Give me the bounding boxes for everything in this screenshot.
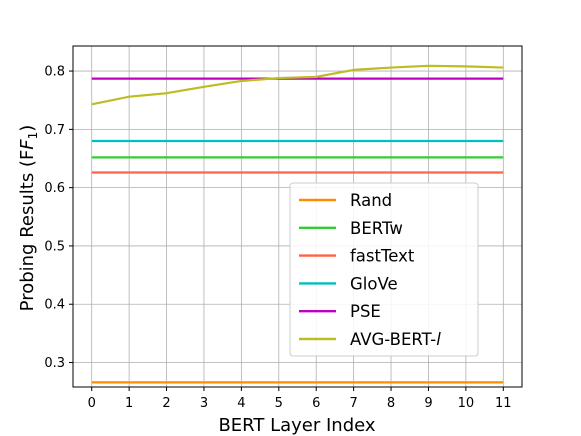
- y-axis-ticks: 0.3 0.4 0.5 0.6 0.7 0.8: [44, 65, 73, 371]
- x-tick-label: 6: [312, 396, 320, 411]
- x-axis-label: BERT Layer Index: [218, 415, 375, 436]
- y-axis-label: Probing Results (FF1): [17, 125, 40, 312]
- x-tick-label: 0: [88, 396, 96, 411]
- legend-label-fasttext: fastText: [350, 247, 415, 266]
- x-axis-ticks: 0 1 2 3 4 5 6 7 8 9 10 11: [88, 387, 512, 411]
- legend-label-rand: Rand: [350, 191, 392, 210]
- x-tick-label: 5: [275, 396, 283, 411]
- x-tick-label: 2: [162, 396, 170, 411]
- x-tick-label: 7: [349, 396, 357, 411]
- plot-frame: [72, 45, 523, 388]
- y-tick-label: 0.3: [44, 356, 65, 371]
- legend: Rand BERTw fastText GloVe PSE AVG-BERT-l: [289, 182, 479, 357]
- series-line-avg-bert: [91, 64, 504, 106]
- y-tick-label: 0.6: [44, 181, 65, 196]
- y-axis-label-subscript: 1: [26, 132, 40, 140]
- legend-label-bertw: BERTw: [350, 219, 403, 238]
- x-tick-label: 11: [495, 396, 512, 411]
- x-tick-label: 10: [458, 396, 475, 411]
- x-tick-label: 4: [237, 396, 245, 411]
- y-tick-label: 0.5: [44, 239, 65, 254]
- y-tick-label: 0.7: [44, 123, 65, 138]
- series-lines: [91, 64, 504, 384]
- legend-label-pse: PSE: [350, 302, 381, 321]
- x-tick-label: 3: [200, 396, 208, 411]
- y-tick-label: 0.4: [44, 298, 65, 313]
- y-axis-label-f: F: [17, 139, 38, 150]
- x-tick-label: 9: [424, 396, 432, 411]
- y-tick-label: 0.8: [44, 65, 65, 80]
- legend-label-glove: GloVe: [350, 274, 398, 293]
- y-axis-label-end: ): [17, 125, 38, 132]
- y-axis-label-main: Probing Results (F: [17, 150, 38, 312]
- x-tick-label: 8: [387, 396, 395, 411]
- legend-box: [289, 182, 479, 357]
- x-tick-label: 1: [125, 396, 133, 411]
- legend-label-avg-bert: AVG-BERT-l: [350, 330, 441, 349]
